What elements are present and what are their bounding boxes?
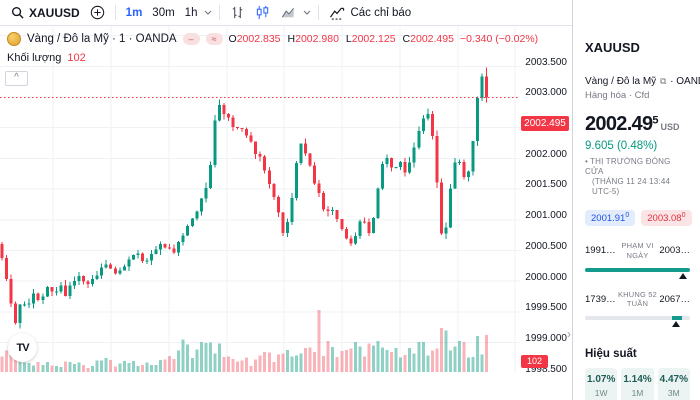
area-style-icon — [282, 7, 295, 18]
price-tick-label: 1999.000 — [525, 332, 567, 344]
volume-label[interactable]: Khối lượng — [7, 52, 62, 64]
day-range-high: 2003… — [659, 245, 690, 257]
price-tick-label: 2001.500 — [525, 179, 567, 191]
panel-exchange: · OANDA — [670, 76, 700, 87]
bars-style-icon — [233, 6, 243, 19]
chart-legend: Vàng / Đô la Mỹ · 1 · OANDA – ≈ O2002.83… — [7, 32, 538, 46]
day-range-low: 1991… — [585, 245, 616, 257]
indicators-button[interactable]: Các chỉ báo — [324, 4, 416, 22]
indicators-label: Các chỉ báo — [350, 6, 412, 19]
panel-collapse-chevron[interactable]: › — [567, 327, 571, 341]
toolbar-separator — [219, 5, 221, 20]
interval-button-1h[interactable]: 1h — [184, 6, 198, 19]
ohlc-h: H2002.980 — [287, 33, 339, 45]
day-range-row: 1991… PHẠM VI NGÀY 2003… — [585, 241, 690, 261]
ask-pill[interactable]: 2003.080 — [641, 210, 692, 227]
bars-style-button[interactable] — [225, 3, 250, 22]
pane-collapse-button[interactable]: ^ — [5, 71, 28, 86]
intervals-dropdown-chevron[interactable] — [204, 10, 212, 15]
week52-range-row: 1739… KHUNG 52 TUẦN 2067… — [585, 290, 690, 310]
week52-low: 1739… — [585, 293, 616, 305]
legend-change: −0.340 (−0.02%) — [459, 33, 539, 45]
panel-currency: USD — [660, 122, 680, 132]
performance-grid: 1.07% 1W 1.14% 1M 4.47% 3M — [585, 368, 690, 400]
day-range-label: PHẠM VI NGÀY — [621, 241, 654, 260]
candles-style-icon — [257, 5, 269, 20]
bid-ask-pills: 2001.910 2003.080 — [585, 210, 692, 227]
tradingview-watermark-logo[interactable]: TV — [8, 333, 37, 362]
market-status-minus-icon[interactable]: – — [182, 33, 200, 45]
price-tick-label: 2003.500 — [525, 56, 567, 68]
interval-button-1m[interactable]: 1m — [125, 6, 143, 19]
market-status-wave-icon[interactable]: ≈ — [205, 33, 223, 45]
performance-item-1M[interactable]: 1.14% 1M — [621, 368, 654, 400]
price-tick-label: 1999.500 — [525, 302, 567, 314]
ohlc-l: L2002.125 — [345, 33, 396, 45]
price-tick-label: 2000.500 — [525, 240, 567, 252]
price-tick-label: 2002.000 — [525, 148, 567, 160]
performance-item-1W[interactable]: 1.07% 1W — [585, 368, 618, 400]
compare-add-button[interactable] — [85, 3, 110, 22]
panel-symbol-name: Vàng / Đô la Mỹ — [585, 76, 657, 87]
symbol-detail-panel: XAUUSD Vàng / Đô la Mỹ ⧉ · OANDA Hàng hó… — [572, 0, 700, 400]
panel-instrument-type: Hàng hóa · Cfd — [585, 90, 650, 101]
week52-range-marker — [585, 320, 690, 328]
day-range-bar — [585, 267, 690, 272]
candlestick-volume-chart[interactable] — [0, 26, 520, 374]
price-tick-label: 1998.500 — [525, 363, 567, 375]
week52-high: 2067… — [659, 293, 690, 305]
indicators-icon — [330, 7, 345, 20]
area-style-button[interactable] — [275, 3, 301, 22]
chart-style-dropdown-chevron[interactable] — [303, 10, 311, 15]
volume-badge: 102 — [521, 354, 548, 368]
candles-style-button[interactable] — [250, 3, 275, 22]
ohlc-c: C2002.495 — [402, 33, 454, 45]
panel-symbol-subtitle: Vàng / Đô la Mỹ ⧉ · OANDA — [585, 76, 700, 87]
week52-label: KHUNG 52 TUẦN — [617, 289, 658, 309]
status-text: THỊ TRƯỜNG ĐÓNG CỬA — [585, 157, 671, 176]
performance-title: Hiệu suất — [585, 348, 637, 361]
panel-change: 9.605 (0.48%) — [585, 140, 658, 152]
panel-price-sup: 5 — [652, 114, 659, 127]
market-status: • THỊ TRƯỜNG ĐÓNG CỬA (THÁNG 11 24 13:44 … — [585, 157, 690, 197]
volume-legend: Khối lượng 102 — [7, 52, 86, 64]
bid-pill[interactable]: 2001.910 — [585, 210, 636, 227]
panel-last-price: 2002.495USD — [585, 113, 690, 136]
interval-button-30m[interactable]: 30m — [152, 6, 175, 19]
search-icon — [11, 6, 24, 19]
instrument-logo — [7, 32, 21, 46]
performance-item-3M[interactable]: 4.47% 3M — [657, 368, 690, 400]
chart-pane: Vàng / Đô la Mỹ · 1 · OANDA – ≈ O2002.83… — [0, 26, 572, 400]
price-tick-label: 2000.000 — [525, 271, 567, 283]
toolbar-symbol-label: XAUUSD — [29, 5, 80, 20]
toolbar-separator — [318, 5, 320, 20]
status-dot-icon: • — [585, 157, 589, 166]
panel-price-main: 2002.49 — [585, 113, 653, 135]
status-timestamp: (THÁNG 11 24 13:44 UTC-5) — [592, 177, 671, 196]
day-range-marker — [585, 272, 690, 280]
panel-symbol-title[interactable]: XAUUSD — [585, 40, 640, 55]
legend-title[interactable]: Vàng / Đô la Mỹ · 1 · OANDA — [27, 33, 177, 45]
price-tick-label: 2003.000 — [525, 87, 567, 99]
interval-buttons: 1m 30m 1h — [121, 5, 203, 21]
last-price-badge: 2002.495 — [521, 115, 569, 131]
plus-circle-icon — [90, 5, 104, 20]
volume-value: 102 — [67, 52, 86, 64]
price-tick-label: 2001.000 — [525, 210, 567, 222]
week52-range-bar — [585, 316, 690, 321]
top-toolbar: XAUUSD 1m 30m 1h — [0, 0, 572, 26]
external-link-icon[interactable]: ⧉ — [659, 76, 667, 86]
toolbar-separator — [114, 5, 116, 20]
ohlc-values: O2002.835 H2002.980 L2002.125 C2002.495 — [229, 33, 454, 45]
ohlc-o: O2002.835 — [228, 33, 281, 45]
symbol-search-button[interactable]: XAUUSD — [6, 4, 85, 22]
price-axis[interactable]: 2002.495 102 2003.500 2003.000 2002.000 200… — [520, 52, 572, 400]
